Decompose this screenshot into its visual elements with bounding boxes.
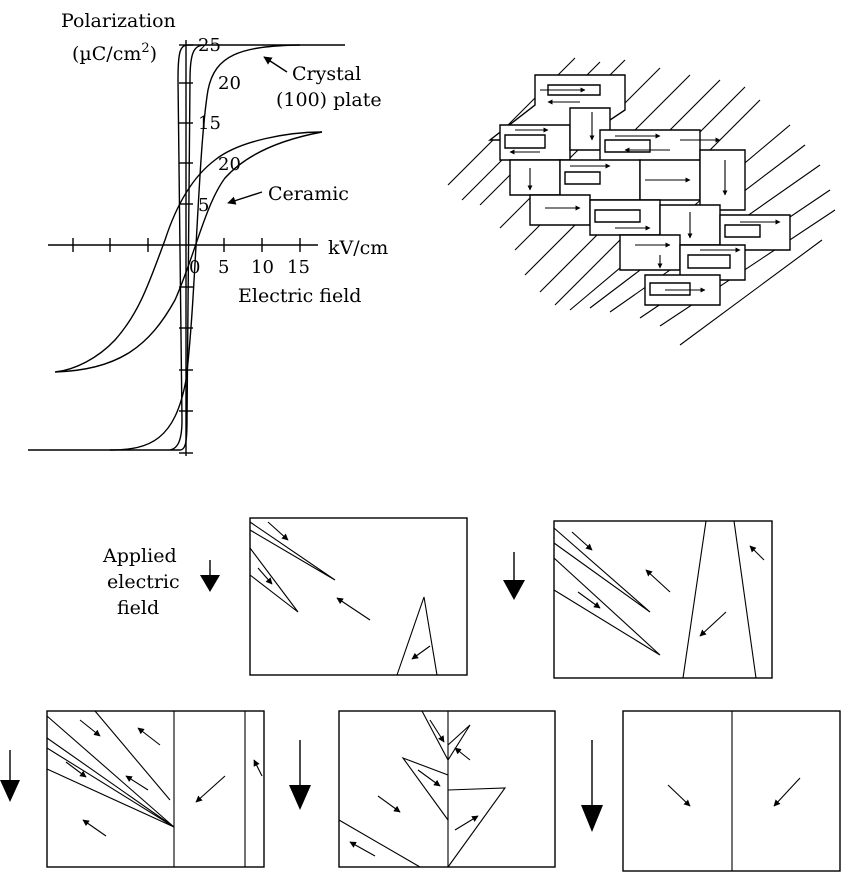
y-tick-20-crystal: 20 — [218, 73, 241, 94]
y-tick-5: 5 — [198, 195, 209, 216]
x-axis-ticks — [72, 238, 301, 252]
x-tick-5: 5 — [218, 257, 229, 278]
domain-panel-1 — [249, 517, 468, 676]
y-axis-label-line1: Polarization — [61, 10, 176, 32]
crystal-pointer-arrow — [263, 56, 288, 73]
applied-label-line1: Applied — [102, 545, 177, 567]
hysteresis-plot: 25 20 15 20 5 0 5 10 15 Polarization (µC… — [28, 10, 388, 456]
ceramic-hysteresis-loop — [54, 131, 323, 373]
domain-panel-3 — [46, 710, 265, 868]
domain-panel-5 — [622, 710, 841, 872]
y-axis-label-line2: (µC/cm2) — [72, 41, 157, 65]
y-tick-25: 25 — [198, 35, 221, 56]
crystal-label-line1: Crystal — [292, 63, 361, 85]
crystal-hysteresis-loop — [28, 44, 345, 451]
crystal-label-line2: (100) plate — [276, 89, 382, 111]
domain-blocks — [487, 74, 791, 306]
applied-label-line2: electric — [107, 571, 180, 593]
crystal-loop-branch — [109, 44, 301, 451]
x-axis-unit: kV/cm — [328, 237, 388, 259]
domain-panel-2 — [553, 520, 773, 679]
domain-structure-3d — [447, 57, 836, 346]
switching-sequence: Applied electric field — [0, 517, 841, 872]
field-arrow-1 — [200, 560, 220, 592]
y-tick-20-ceramic: 20 — [218, 154, 241, 175]
applied-label-line3: field — [117, 597, 159, 619]
domain-polarization-arrows — [509, 87, 781, 293]
field-arrow-5 — [581, 740, 603, 832]
field-arrow-3 — [0, 750, 20, 802]
ceramic-label: Ceramic — [268, 183, 349, 205]
x-tick-0: 0 — [189, 257, 200, 278]
y-tick-15: 15 — [198, 113, 221, 134]
field-arrow-4 — [289, 740, 311, 810]
x-tick-10: 10 — [251, 257, 274, 278]
field-arrow-2 — [503, 552, 525, 600]
y-axis-label-superscript: 2 — [141, 41, 149, 56]
x-axis-label: Electric field — [238, 285, 361, 307]
ceramic-pointer-arrow — [227, 191, 263, 205]
domain-panel-4 — [338, 710, 556, 868]
x-tick-15: 15 — [287, 257, 310, 278]
